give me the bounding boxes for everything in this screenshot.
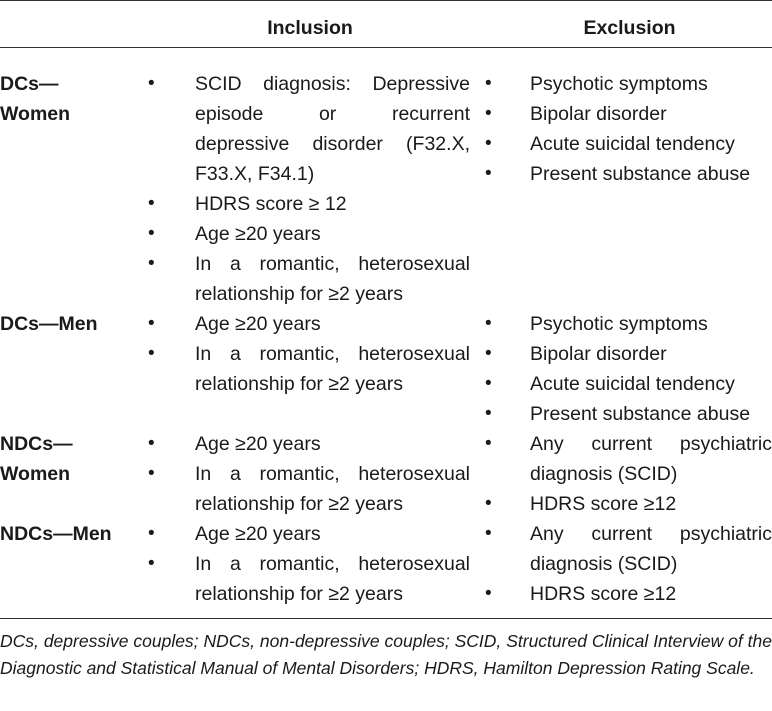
criterion-line: relationship for ≥2 years	[195, 373, 403, 395]
criterion-line: Bipolar disorder	[530, 343, 667, 365]
criterion-line: In a romantic, heterosexual	[195, 463, 470, 485]
criterion-line: F33.X, F34.1)	[195, 163, 315, 185]
criterion-line: HDRS score ≥12	[530, 583, 677, 605]
criterion-line: Acute suicidal tendency	[530, 133, 735, 155]
criterion-line: relationship for ≥2 years	[195, 493, 403, 515]
group-label: NDCs—Men	[0, 519, 150, 549]
inclusion-bullet: •	[148, 343, 155, 364]
criterion-line: Bipolar disorder	[530, 103, 667, 125]
exclusion-criterion: Bipolar disorder	[530, 339, 772, 369]
exclusion-criterion: Psychotic symptoms	[530, 69, 772, 99]
exclusion-bullet: •	[485, 433, 492, 454]
criterion-line: diagnosis (SCID)	[530, 553, 678, 575]
criterion-line: Any current psychiatric	[530, 523, 772, 545]
inclusion-column-header: Inclusion	[267, 17, 353, 39]
criterion-line: episode or recurrent	[195, 103, 470, 125]
inclusion-criterion: In a romantic, heterosexual relationship …	[195, 459, 470, 519]
inclusion-criterion: In a romantic, heterosexual relationship …	[195, 549, 470, 609]
exclusion-criterion: Acute suicidal tendency	[530, 369, 772, 399]
criterion-line: SCID diagnosis: Depressive	[195, 73, 470, 95]
group-label: NDCs— Women	[0, 429, 150, 489]
criterion-line: Age ≥20 years	[195, 223, 321, 245]
inclusion-bullet: •	[148, 313, 155, 334]
inclusion-criterion: Age ≥20 years	[195, 429, 470, 459]
inclusion-bullet: •	[148, 433, 155, 454]
inclusion-criterion: Age ≥20 years	[195, 309, 470, 339]
footnote-line: Interview of the Diagnostic and Statisti…	[0, 631, 772, 678]
criterion-line: In a romantic, heterosexual	[195, 553, 470, 575]
exclusion-column-header: Exclusion	[583, 17, 676, 39]
table-top-rule	[0, 0, 772, 1]
inclusion-bullet: •	[148, 553, 155, 574]
inclusion-bullet: •	[148, 223, 155, 244]
inclusion-bullet: •	[148, 463, 155, 484]
exclusion-criterion: HDRS score ≥12	[530, 579, 772, 609]
group-label: DCs—Men	[0, 309, 150, 339]
criterion-line: HDRS score ≥ 12	[195, 193, 347, 215]
footnote-line: DCs, depressive couples; NDCs, non-depre…	[0, 631, 649, 651]
inclusion-criterion: In a romantic, heterosexual relationship …	[195, 249, 470, 309]
inclusion-bullet: •	[148, 523, 155, 544]
group-label-line: Women	[0, 463, 71, 485]
exclusion-bullet: •	[485, 583, 492, 604]
group-label-line: Women	[0, 103, 71, 125]
inclusion-criterion: In a romantic, heterosexual relationship …	[195, 339, 470, 399]
inclusion-criterion: HDRS score ≥ 12	[195, 189, 470, 219]
exclusion-bullet: •	[485, 493, 492, 514]
criterion-line: Age ≥20 years	[195, 523, 321, 545]
criterion-line: Psychotic symptoms	[530, 313, 708, 335]
criterion-line: HDRS score ≥12	[530, 493, 677, 515]
criterion-line: depressive disorder (F32.X,	[195, 133, 470, 155]
exclusion-criterion: Present substance abuse	[530, 159, 772, 189]
exclusion-criterion: Acute suicidal tendency	[530, 129, 772, 159]
exclusion-criterion: Bipolar disorder	[530, 99, 772, 129]
criterion-line: Present substance abuse	[530, 163, 751, 185]
inclusion-bullet: •	[148, 253, 155, 274]
criterion-line: In a romantic, heterosexual	[195, 253, 470, 275]
exclusion-bullet: •	[485, 163, 492, 184]
exclusion-bullet: •	[485, 73, 492, 94]
group-label: DCs— Women	[0, 69, 150, 129]
table-bottom-rule	[0, 618, 772, 619]
group-label-line: DCs—	[0, 73, 59, 95]
exclusion-criterion: Present substance abuse	[530, 399, 772, 429]
criterion-line: In a romantic, heterosexual	[195, 343, 470, 365]
group-label-line: DCs—Men	[0, 313, 98, 335]
exclusion-bullet: •	[485, 313, 492, 334]
criterion-line: Any current psychiatric	[530, 433, 772, 455]
criterion-line: Present substance abuse	[530, 403, 751, 425]
header-separator-rule	[0, 47, 772, 48]
inclusion-bullet: •	[148, 193, 155, 214]
criterion-line: diagnosis (SCID)	[530, 463, 678, 485]
exclusion-criterion: Any current psychiatric diagnosis (SCID)	[530, 429, 772, 489]
exclusion-bullet: •	[485, 133, 492, 154]
table-footnote: DCs, depressive couples; NDCs, non-depre…	[0, 628, 772, 682]
exclusion-criterion: Any current psychiatric diagnosis (SCID)	[530, 519, 772, 579]
exclusion-criterion: Psychotic symptoms	[530, 309, 772, 339]
criterion-line: relationship for ≥2 years	[195, 583, 403, 605]
inclusion-criterion: Age ≥20 years	[195, 519, 470, 549]
exclusion-bullet: •	[485, 373, 492, 394]
footnote-line: Depression Rating Scale.	[557, 658, 755, 678]
exclusion-bullet: •	[485, 523, 492, 544]
exclusion-bullet: •	[485, 343, 492, 364]
criterion-line: Age ≥20 years	[195, 313, 321, 335]
inclusion-criterion: SCID diagnosis: Depressive episode or rec…	[195, 69, 470, 189]
group-label-line: NDCs—	[0, 433, 73, 455]
inclusion-criterion: Age ≥20 years	[195, 219, 470, 249]
criterion-line: Age ≥20 years	[195, 433, 321, 455]
inclusion-bullet: •	[148, 73, 155, 94]
group-label-line: NDCs—Men	[0, 523, 112, 545]
exclusion-criterion: HDRS score ≥12	[530, 489, 772, 519]
exclusion-bullet: •	[485, 403, 492, 424]
criterion-line: Acute suicidal tendency	[530, 373, 735, 395]
criterion-line: Psychotic symptoms	[530, 73, 708, 95]
exclusion-bullet: •	[485, 103, 492, 124]
criterion-line: relationship for ≥2 years	[195, 283, 403, 305]
